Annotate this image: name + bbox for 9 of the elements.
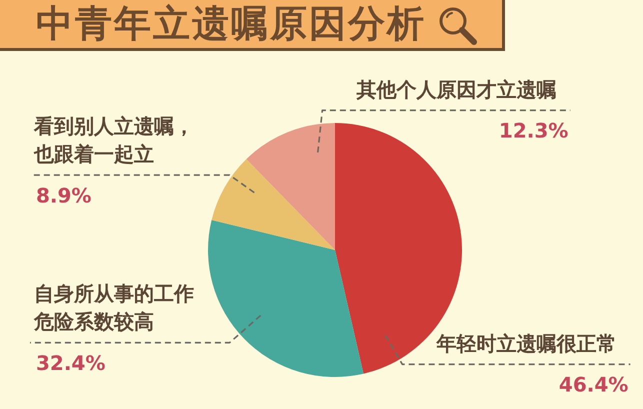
data-label: 32.4%	[36, 350, 106, 375]
chart-title: 中青年立遗嘱原因分析	[36, 2, 426, 46]
slice-label: 其他个人原因才立遗嘱	[355, 77, 556, 102]
slice-label: 自身所从事的工作危险系数较高	[33, 282, 194, 334]
data-label: 46.4%	[558, 372, 628, 397]
data-label: 8.9%	[36, 183, 92, 208]
data-label: 12.3%	[498, 118, 568, 143]
slice-label: 看到别人立遗嘱，也跟着一起立	[33, 114, 194, 166]
slice-label: 年轻时立遗嘱很正常	[435, 331, 616, 356]
